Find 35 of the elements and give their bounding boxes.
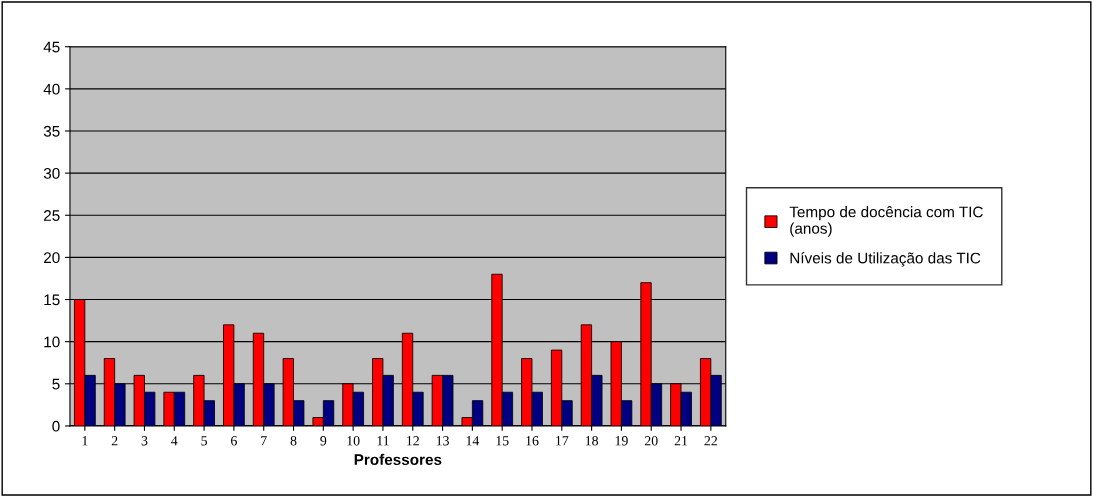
x-tick-label: 2	[111, 436, 118, 446]
x-tick-label: 19	[615, 436, 628, 446]
legend-label: Níveis de Utilização das TIC	[790, 252, 981, 267]
x-tick-label: 13	[436, 436, 449, 446]
y-tick-label: 15	[44, 294, 60, 306]
x-tick-label: 9	[320, 436, 327, 446]
y-tick-label: 30	[43, 167, 60, 179]
x-tick-label: 20	[644, 436, 658, 446]
x-tick-label: 5	[201, 436, 208, 446]
x-tick-label: 16	[526, 436, 539, 446]
x-tick-label: 15	[496, 436, 509, 446]
y-tick-label: 5	[52, 378, 60, 390]
x-tick-label: 4	[171, 436, 178, 446]
x-tick-label: 7	[261, 436, 267, 446]
x-tick-label: 18	[585, 436, 599, 446]
x-tick-label: 14	[466, 436, 480, 446]
y-tick-label: 10	[44, 336, 60, 348]
y-tick-label: 25	[44, 210, 60, 221]
x-tick-label: 11	[377, 436, 389, 446]
legend-label: Tempo de docência com TIC (anos)	[789, 206, 983, 237]
y-tick-label: 20	[44, 252, 60, 264]
y-tick-label: 0	[52, 420, 60, 432]
x-tick-label: 22	[704, 436, 718, 446]
x-tick-label: 17	[556, 436, 569, 446]
y-tick-label: 40	[43, 83, 60, 95]
x-tick-label: 8	[290, 436, 297, 446]
y-tick-label: 35	[43, 125, 60, 137]
x-tick-label: 1	[82, 436, 88, 446]
x-axis-title: Professores	[354, 453, 442, 466]
x-tick-label: 12	[407, 436, 419, 446]
y-tick-label: 45	[43, 41, 60, 53]
x-tick-label: 6	[231, 436, 237, 446]
x-tick-label: 10	[347, 436, 360, 446]
x-tick-label: 3	[141, 436, 148, 446]
x-tick-label: 21	[674, 436, 688, 446]
